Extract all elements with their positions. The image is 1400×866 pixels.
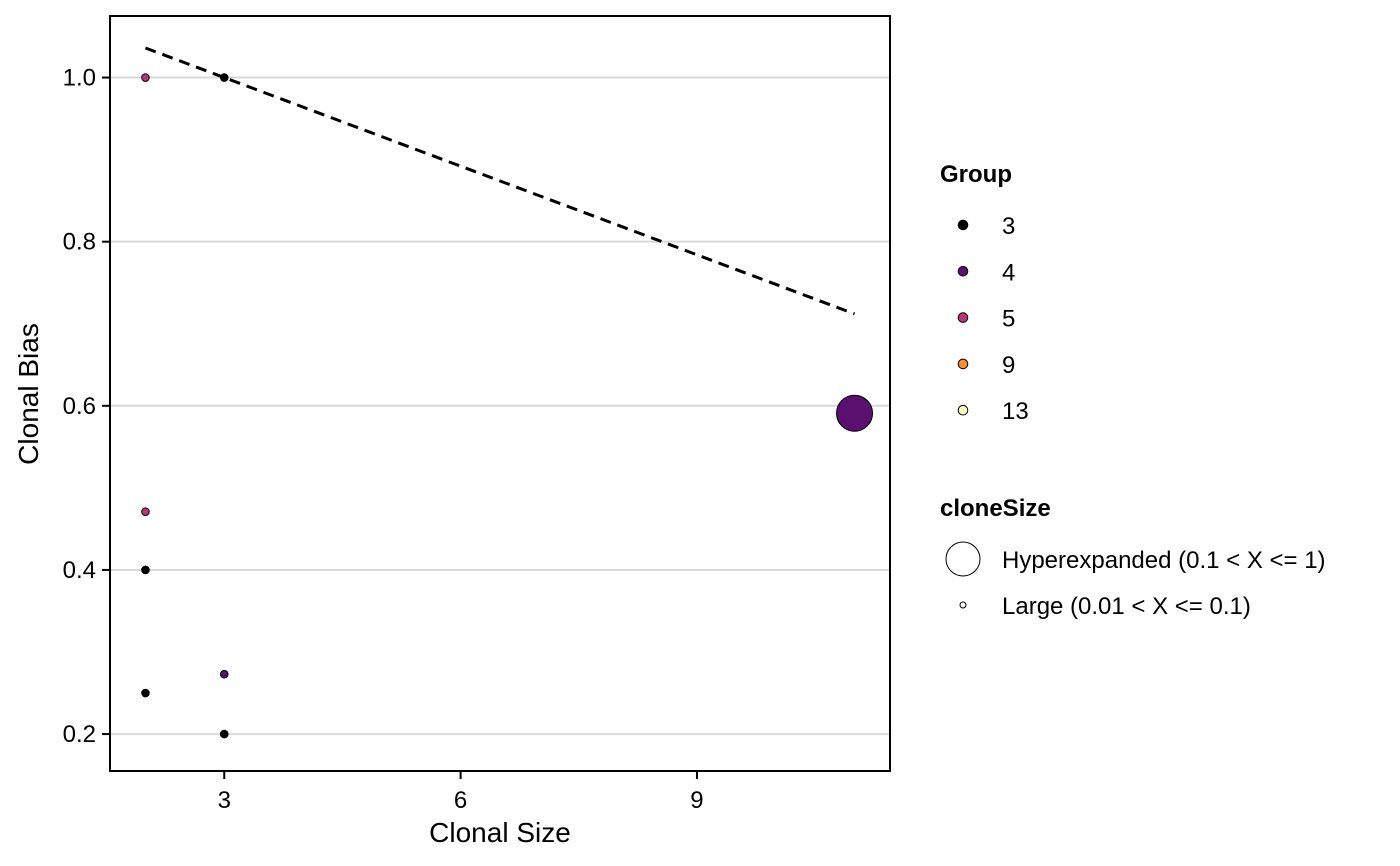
panel-border	[109, 15, 891, 772]
legend-group-label: 13	[1002, 398, 1029, 425]
y-tick-label: 1.0	[63, 65, 96, 92]
data-point	[141, 73, 150, 82]
legend-group-label: 4	[1002, 259, 1015, 286]
y-tick-label: 0.4	[63, 557, 96, 584]
data-point	[141, 507, 150, 516]
x-tick-label: 3	[218, 787, 231, 814]
trend-line-layer	[144, 46, 856, 316]
legend-group-key	[957, 266, 969, 277]
legend-group-key	[957, 312, 969, 323]
gridlines	[110, 76, 890, 736]
plot-area	[109, 15, 891, 772]
legend-clonesize-key	[959, 601, 967, 609]
y-tick-label: 0.6	[63, 393, 96, 420]
x-tick-label: 9	[690, 787, 703, 814]
legend-group-key	[957, 219, 969, 231]
legend-clonesize-label: Large (0.01 < X <= 0.1)	[1002, 593, 1251, 620]
data-point	[141, 565, 150, 575]
trend-line	[144, 46, 856, 316]
legend-clonesize: cloneSize Hyperexpanded (0.1 < X <= 1) La…	[940, 495, 1326, 620]
legend-clonesize-title: cloneSize	[940, 495, 1051, 522]
data-point	[219, 73, 229, 82]
legend-group-label: 9	[1002, 352, 1015, 379]
x-axis-title: Clonal Size	[429, 817, 571, 848]
data-point	[219, 669, 229, 679]
legend-group-label: 5	[1002, 306, 1015, 333]
legend-group-title: Group	[940, 161, 1012, 188]
data-point	[836, 394, 874, 432]
y-tick-label: 0.8	[63, 229, 96, 256]
data-point	[141, 688, 150, 698]
legend-group: Group 3 4 5 9 13	[940, 161, 1029, 425]
data-point	[219, 729, 229, 739]
y-axis-title: Clonal Bias	[13, 323, 44, 465]
legend-clonesize-label: Hyperexpanded (0.1 < X <= 1)	[1002, 547, 1326, 574]
legend-group-key	[957, 358, 969, 370]
x-axis: 3 6 9	[218, 771, 704, 814]
y-axis: 0.2 0.4 0.6 0.8 1.0	[63, 65, 110, 748]
legend-group-label: 3	[1002, 213, 1015, 240]
x-tick-label: 6	[454, 787, 467, 814]
legend-clonesize-key	[945, 541, 981, 577]
legend-group-key	[957, 404, 969, 416]
y-tick-label: 0.2	[63, 721, 96, 748]
points-layer	[141, 73, 874, 739]
